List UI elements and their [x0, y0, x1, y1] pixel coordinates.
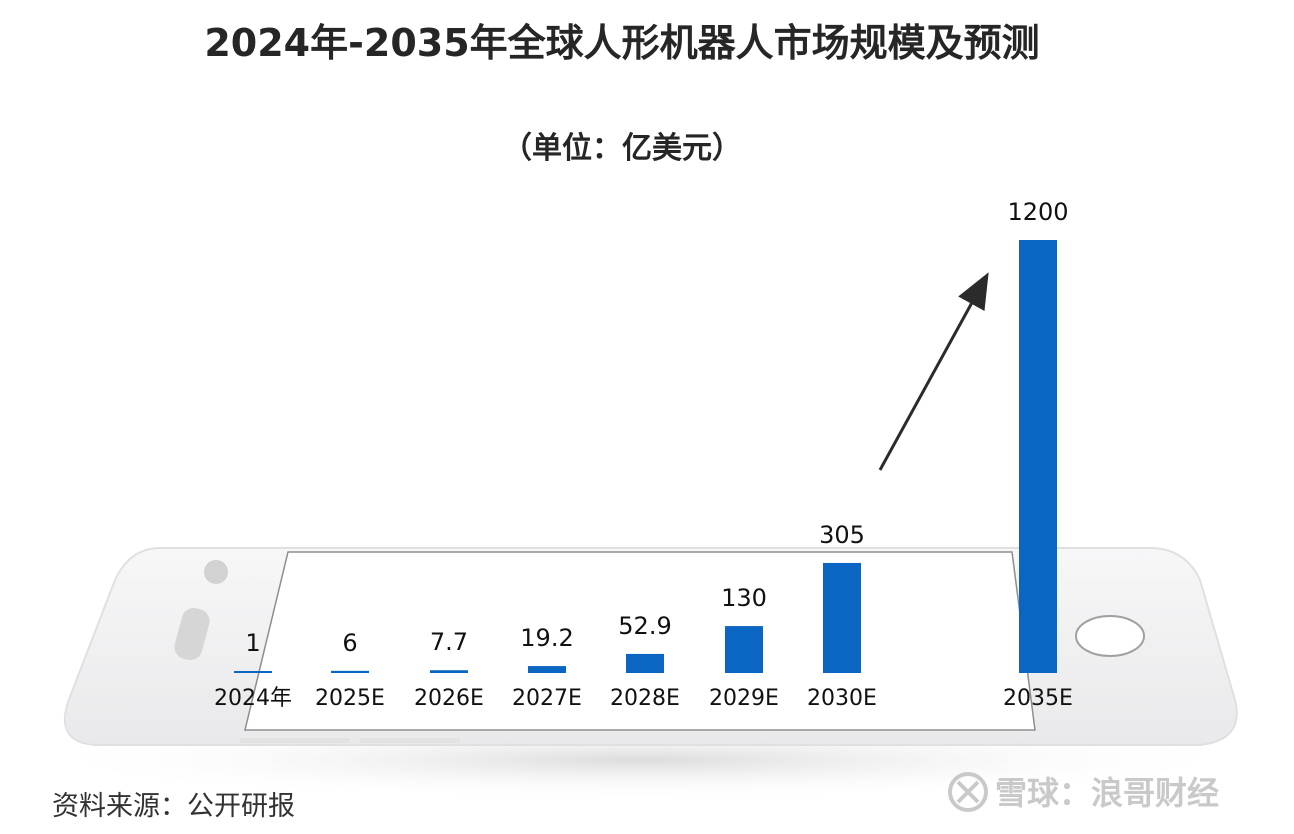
bar-2025e [331, 670, 369, 673]
value-label-2035e: 1200 [1007, 198, 1068, 226]
watermark-text: 雪球：浪哥财经 [995, 774, 1219, 812]
watermark: 雪球：浪哥财经 [948, 772, 1219, 812]
value-label-2027e: 19.2 [520, 624, 573, 652]
category-label-2029e: 2029E [709, 686, 779, 711]
value-label-2025e: 6 [342, 629, 357, 657]
category-label-2030e: 2030E [807, 686, 877, 711]
bar-2028e [626, 653, 664, 673]
bar-2035e [1019, 240, 1057, 673]
bar-group: 1 2024年 6 2025E 7.7 2026E 19.2 2027E 52.9 2028E 13… [214, 198, 1073, 711]
category-label-2027e: 2027E [512, 686, 582, 711]
value-label-2024: 1 [245, 629, 260, 657]
phone-home-button-icon [1075, 615, 1145, 657]
chart-unit-label: （单位：亿美元） [502, 131, 742, 166]
value-label-2028e: 52.9 [618, 612, 671, 640]
phone-illustration [20, 547, 1260, 800]
value-label-2029e: 130 [721, 584, 767, 612]
bar-2030e [823, 562, 861, 673]
source-label: 资料来源：公开研报 [52, 791, 295, 822]
category-label-2025e: 2025E [315, 686, 385, 711]
bar-2026e [430, 670, 468, 673]
chart-title: 2024年-2035年全球人形机器人市场规模及预测 [204, 21, 1039, 65]
bar-2027e [528, 666, 566, 673]
value-label-2026e: 7.7 [430, 628, 468, 656]
trend-arrow [878, 272, 989, 471]
phone-camera-icon [204, 560, 228, 584]
value-label-2030e: 305 [819, 521, 865, 549]
bar-2029e [725, 626, 763, 673]
bar-2024 [234, 671, 272, 673]
category-label-2035e: 2035E [1003, 686, 1073, 711]
category-label-2024: 2024年 [214, 686, 292, 711]
category-label-2028e: 2028E [610, 686, 680, 711]
phone-speaker-icon [174, 607, 210, 661]
category-label-2026e: 2026E [414, 686, 484, 711]
xueqiu-logo-icon [948, 772, 988, 812]
